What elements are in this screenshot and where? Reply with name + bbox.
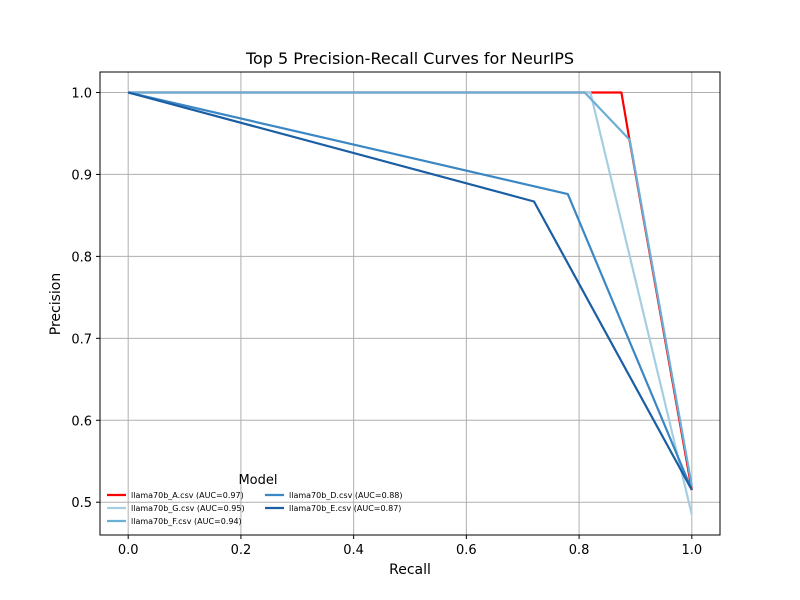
x-tick-label: 0.6 xyxy=(456,543,477,558)
grid xyxy=(100,72,720,535)
y-tick-label: 0.5 xyxy=(71,496,92,511)
series-lines xyxy=(127,91,693,515)
series-line-4 xyxy=(127,91,693,491)
y-tick-label: 0.6 xyxy=(71,414,92,429)
y-axis-label: Precision xyxy=(48,273,64,335)
chart-title: Top 5 Precision-Recall Curves for NeurIP… xyxy=(245,49,574,68)
series-line-5 xyxy=(127,91,693,491)
legend-entry-label: llama70b_E.csv (AUC=0.87) xyxy=(289,504,401,513)
x-axis-label: Recall xyxy=(389,562,431,578)
x-tick-label: 1.0 xyxy=(681,543,702,558)
x-tick-label: 0.2 xyxy=(231,543,252,558)
legend-entry-label: llama70b_F.csv (AUC=0.94) xyxy=(131,517,242,526)
series-line-3 xyxy=(128,91,693,486)
x-tick-label: 0.4 xyxy=(343,543,364,558)
legend-entry-label: llama70b_D.csv (AUC=0.88) xyxy=(289,491,403,500)
legend-title: Model xyxy=(238,473,277,488)
plot-frame xyxy=(99,71,721,536)
y-tick-label: 0.8 xyxy=(71,250,92,265)
legend: Model llama70b_A.csv (AUC=0.97) llama70b_G… xyxy=(107,473,403,526)
legend-entry-label: llama70b_G.csv (AUC=0.95) xyxy=(131,504,245,513)
x-tick-label: 0.0 xyxy=(118,543,139,558)
y-tick-label: 0.7 xyxy=(71,332,92,347)
y-tick-label: 0.9 xyxy=(71,168,92,183)
x-tick-label: 0.8 xyxy=(569,543,590,558)
axis-ticks: 0.0 0.2 0.4 0.6 0.8 1.0 0.5 0.6 0.7 0.8 0.9 1.0 xyxy=(71,86,702,558)
y-tick-label: 1.0 xyxy=(71,86,92,101)
legend-entry-label: llama70b_A.csv (AUC=0.97) xyxy=(131,491,244,500)
